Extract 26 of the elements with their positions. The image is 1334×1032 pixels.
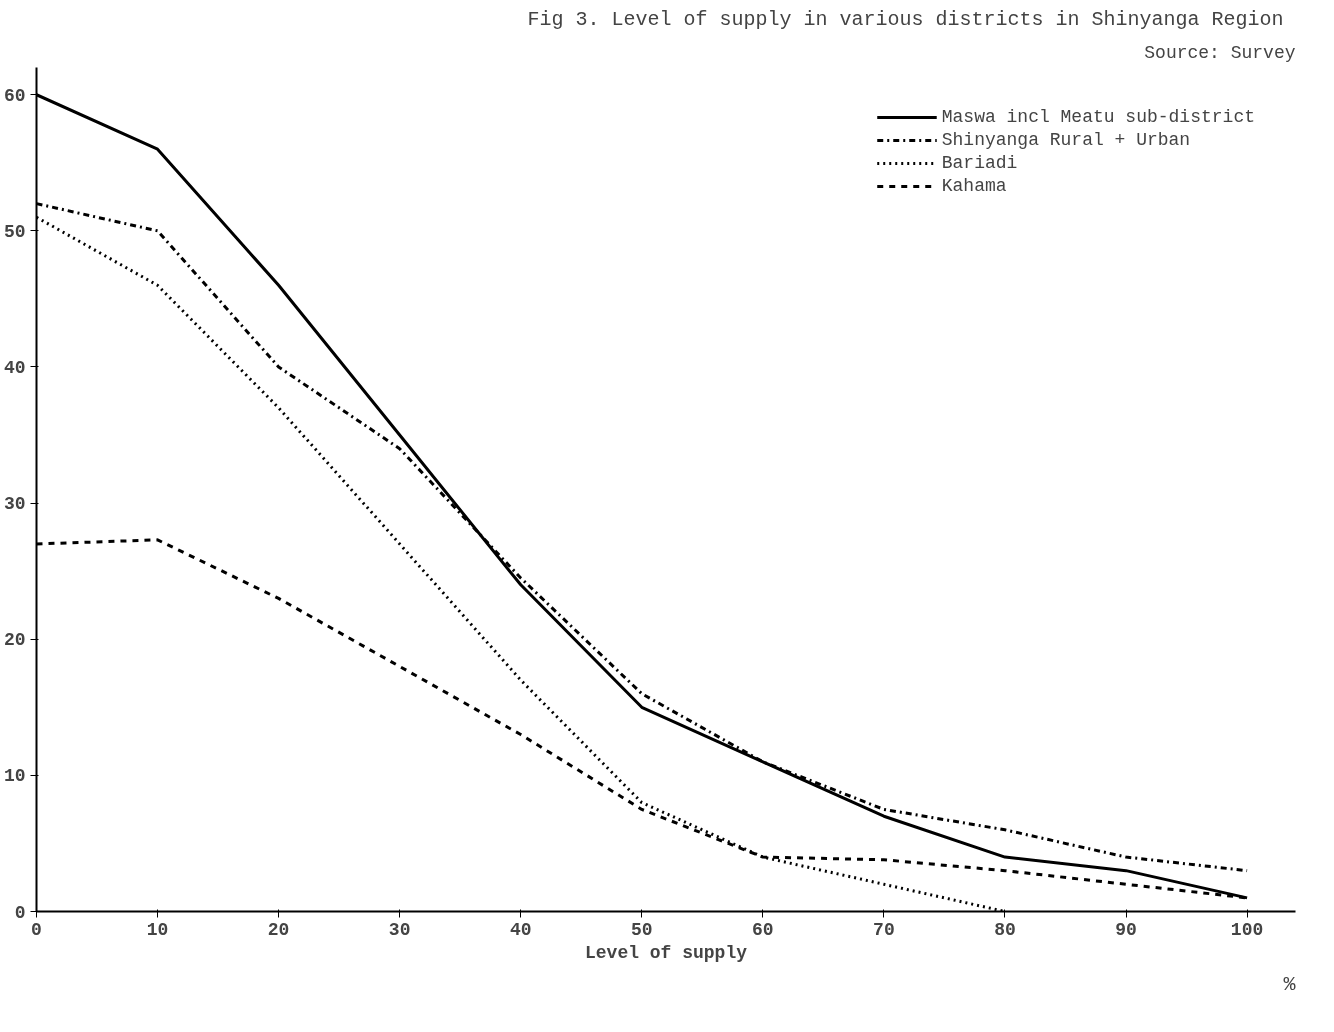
x-tick-label: 30 — [388, 919, 411, 940]
text: % — [1283, 972, 1297, 996]
x-tick-label: 50 — [630, 919, 653, 940]
x-tick-label: 20 — [267, 919, 290, 940]
chart-subtitle: Source: Survey — [1144, 42, 1296, 63]
y-tick-label: 50 — [3, 221, 26, 242]
y-tick-label: 10 — [3, 766, 26, 787]
y-tick-label: 30 — [3, 494, 26, 515]
x-axis-title: Level of supply — [584, 942, 748, 963]
chart-title: Fig 3. Level of supply in various districts in Shinyanga Region — [527, 7, 1284, 31]
x-tick-label: 80 — [994, 919, 1016, 940]
legend-label: Kahama — [941, 176, 1007, 196]
x-tick-label: 70 — [873, 919, 895, 940]
y-tick-label: 40 — [3, 357, 26, 378]
x-tick-label: 100 — [1230, 919, 1264, 940]
legend-label: Shinyanga Rural + Urban — [941, 130, 1191, 150]
y-tick-label: 60 — [3, 85, 26, 106]
y-tick-label: 0 — [14, 902, 26, 923]
x-tick-label: 40 — [509, 919, 532, 940]
x-tick-label: 10 — [146, 919, 169, 940]
x-tick-label: 0 — [31, 919, 42, 940]
legend-label: Maswa incl Meatu sub-district — [941, 107, 1255, 127]
legend-label: Bariadi — [941, 153, 1018, 173]
x-tick-label: 90 — [1115, 919, 1137, 940]
y-tick-label: 20 — [3, 630, 26, 651]
x-tick-label: 60 — [752, 919, 774, 940]
